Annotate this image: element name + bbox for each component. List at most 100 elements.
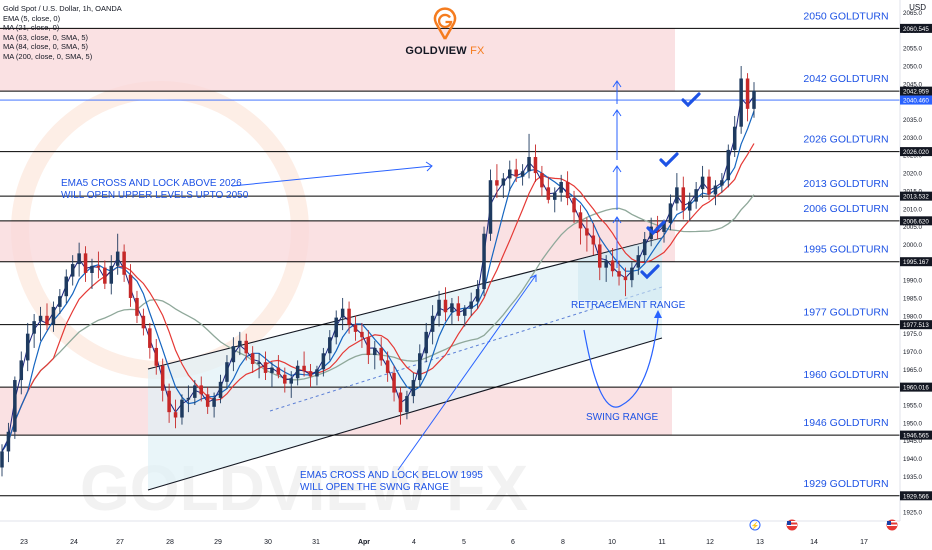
annotation-text-1: EMA5 CROSS AND LOCK BELOW 1995 [300,470,483,481]
candlesticks [0,66,756,477]
candle-body [51,306,56,325]
check-icon [646,220,666,236]
time-axis[interactable]: 23 24 27 28 29 30 31 Apr 4 5 6 8 10 11 12 13 14 17 [0,520,900,550]
candle-body [488,180,493,234]
candle-body [662,223,666,232]
level-label-0: 2050 GOLDTURN [803,10,888,22]
time-tick: 31 [312,539,320,546]
candle-body [96,265,101,268]
time-tick: 10 [608,539,616,546]
candle-body [250,353,255,364]
time-axis-bg [0,521,900,550]
time-tick: 13 [756,539,764,546]
time-tick: 17 [860,539,868,546]
candle-body [546,187,551,200]
candle-body [103,267,107,284]
candle-body [520,171,525,177]
price-tick: 2050.0 [903,64,922,71]
price-tick: 2065.0 [903,10,922,17]
level-label-1: 2042 GOLDTURN [803,73,888,85]
candle-body [58,296,62,307]
candle-body [681,187,686,211]
candle-body [353,324,358,332]
time-tick: 4 [412,539,416,546]
candle-body [193,385,197,398]
price-tag-label: 2006.620 [903,218,929,225]
indicator-ema5[interactable]: EMA (5, close, 0) [3,13,61,23]
candle-body [720,180,724,186]
price-tag-label: 2060.545 [903,26,929,33]
price-tick: 1935.0 [903,474,922,481]
zone-0 [0,28,675,92]
currency-label: USD [909,3,926,12]
indicator-ma84[interactable]: MA (84, close, 0, SMA, 5) [3,42,89,52]
candle-body [199,385,204,395]
candle-body [64,276,69,297]
price-tag-label: 1977.513 [903,322,929,329]
candle-body [398,392,403,413]
candle-body [707,176,711,195]
ma63-line [1,110,755,452]
candle-body [238,340,242,347]
us-flag-stripe [787,524,797,526]
time-tick: 14 [810,539,818,546]
candle-body [328,337,332,354]
candle-body [180,399,184,418]
candle-body [630,267,634,281]
candle-body [610,260,615,272]
arrow-2026-2042-head [612,109,622,117]
candle-body [70,264,75,277]
candle-body [373,347,377,356]
indicator-ma21[interactable]: MA (21, close, 0) [3,23,60,33]
time-tick: 29 [214,539,222,546]
candle-body [263,362,268,373]
price-tick: 2035.0 [903,117,922,124]
candle-body [752,90,756,109]
annotation-text-2: RETRACEMENT RANGE [571,300,686,311]
candle-body [38,315,43,322]
candle-body [668,203,673,224]
indicator-ma63[interactable]: MA (63, close, 0, SMA, 5) [3,32,89,42]
level-label-8: 1946 GOLDTURN [803,417,888,429]
price-tick: 2000.0 [903,242,922,249]
ma200-line [1,194,755,452]
price-tag [900,95,932,105]
time-tick: 27 [116,539,124,546]
level-label-3: 2013 GOLDTURN [803,178,888,190]
price-tag [900,257,932,267]
candle-body [726,149,731,181]
price-tick: 1980.0 [903,313,922,320]
price-tag-label: 1960.016 [903,385,929,392]
candle-body [186,397,191,400]
swing-arc-head [654,310,662,318]
time-tick: 6 [511,539,515,546]
candle-body [732,126,737,150]
price-tick: 2045.0 [903,81,922,88]
price-tag-label: 1946.565 [903,433,929,440]
candle-body [411,380,416,397]
us-flag-canton [787,521,791,525]
symbol-title: Gold Spot / U.S. Dollar, 1h, OANDA [3,4,122,13]
arrow-2006-2013-head [612,216,622,224]
candle-body [347,308,351,325]
indicator-ma200[interactable]: MA (200, close, 0, SMA, 5) [3,51,93,61]
time-tick: 5 [462,539,466,546]
candle-body [642,239,647,256]
candle-body [623,276,628,281]
time-tick: 24 [70,539,78,546]
candle-body [334,317,338,338]
level-label-6: 1977 GOLDTURN [803,307,888,319]
us-flag-stripe [887,524,897,526]
zone-1 [0,220,675,262]
flash-icon [749,519,761,531]
candle-body [109,265,114,284]
price-tick: 2055.0 [903,46,922,53]
price-tag-label: 1929.566 [903,493,929,500]
candle-body [514,169,518,177]
time-tick: 23 [20,539,28,546]
candle-body [675,187,679,204]
price-axis[interactable]: 1925.01930.01935.01940.01945.01950.01955… [899,0,932,550]
candle-body [450,303,454,313]
level-label-9: 1929 GOLDTURN [803,478,888,490]
